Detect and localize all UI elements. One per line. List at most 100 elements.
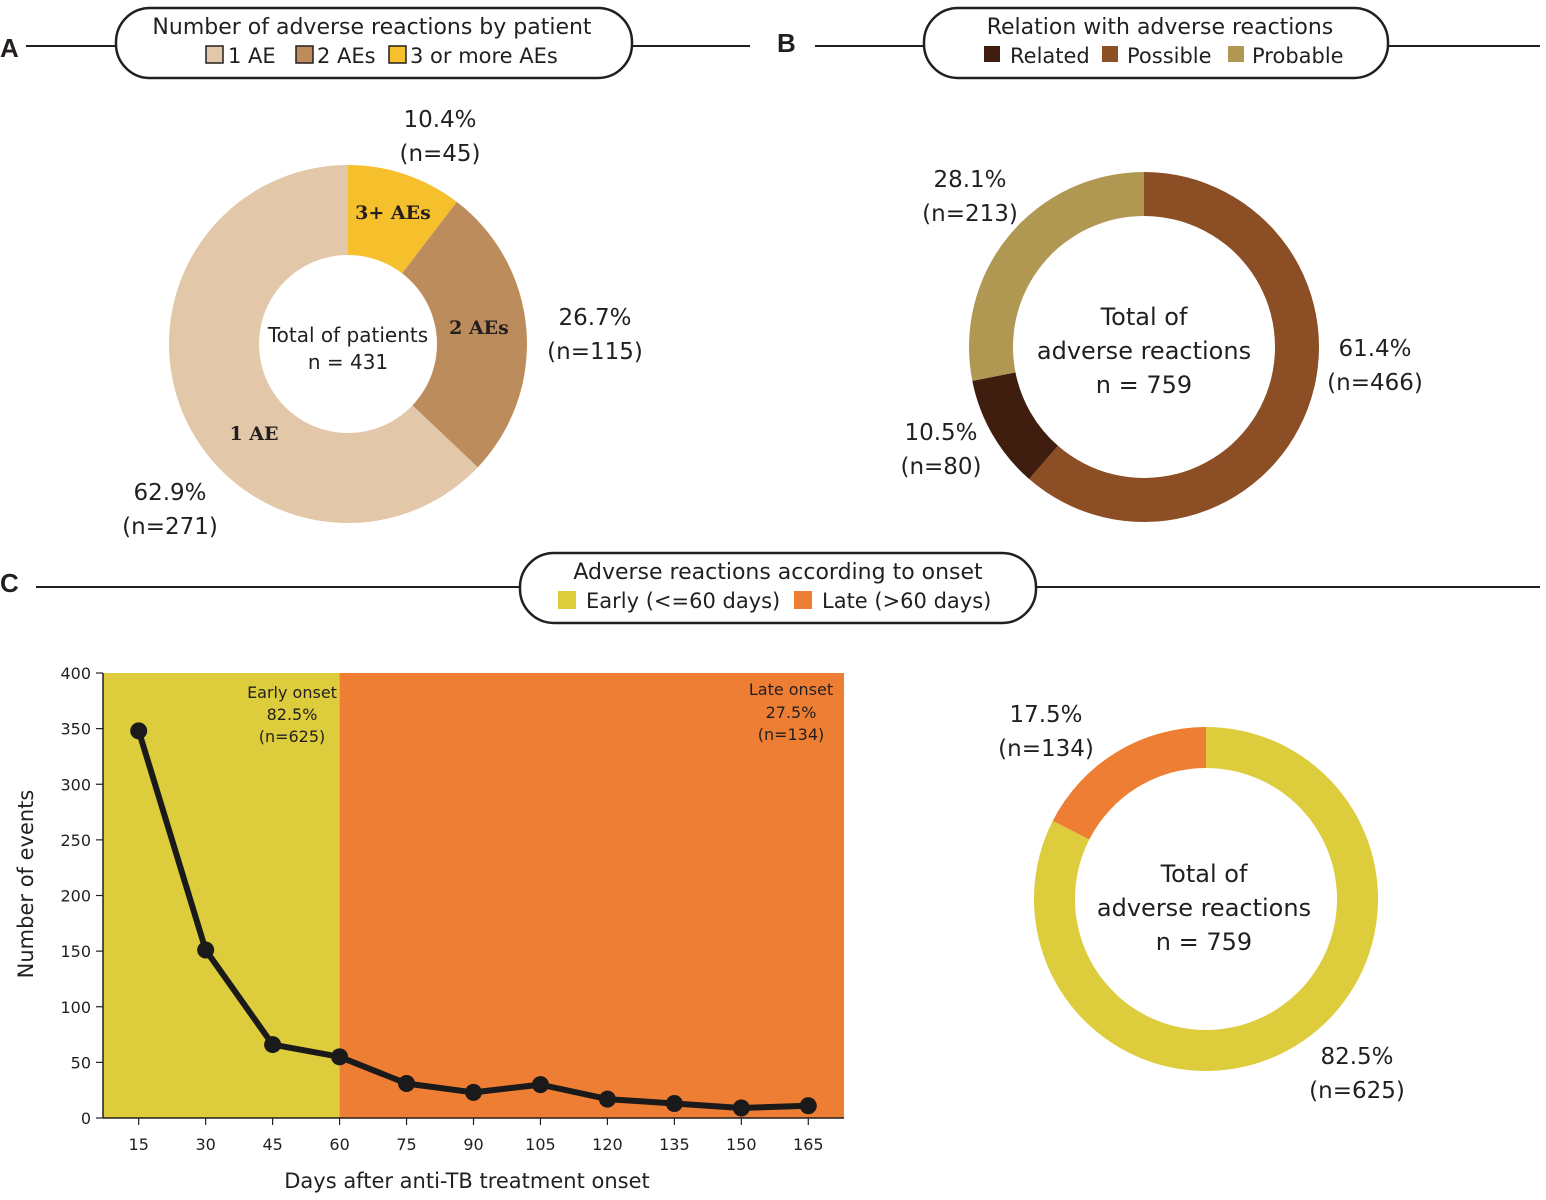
- panel-c-legend-swatch-late: [794, 591, 812, 609]
- x-tick-label: 165: [793, 1135, 824, 1154]
- early-onset-label: Early onset: [247, 683, 337, 702]
- y-tick-label: 100: [60, 998, 91, 1017]
- data-point-day-60: [331, 1048, 349, 1066]
- panel-a-n-2ae: (n=115): [547, 339, 643, 365]
- x-tick-label: 45: [262, 1135, 282, 1154]
- panel-c-donut: [1034, 727, 1378, 1071]
- panel-a-n-1ae: (n=271): [122, 514, 218, 540]
- panel-b-pct-related: 10.5%: [904, 420, 977, 446]
- late-onset-pct: 27.5%: [766, 703, 817, 722]
- events-series: [130, 722, 817, 1117]
- y-tick-label: 0: [81, 1109, 91, 1128]
- panel-a-legend-swatch-3: [388, 45, 407, 64]
- panel-a-legend-box: Number of adverse reactions by patient 1…: [114, 6, 634, 80]
- late-onset-region: [339, 673, 844, 1118]
- y-axis-title: Number of events: [14, 790, 38, 979]
- x-tick-label: 105: [525, 1135, 556, 1154]
- panel-b-slice-related: [972, 372, 1058, 479]
- data-point-day-90: [465, 1083, 482, 1101]
- data-point-day-30: [197, 941, 215, 959]
- panel-b-n-possible: (n=466): [1327, 370, 1423, 396]
- data-point-day-165: [799, 1097, 817, 1115]
- x-tick-label: 150: [726, 1135, 757, 1154]
- x-tick-label: 75: [396, 1135, 416, 1154]
- panel-c-n-late: (n=134): [998, 736, 1094, 762]
- panel-c-legend-label-late: Late (>60 days): [822, 589, 991, 613]
- panel-c-donut-group: Total of adverse reactions n = 759 17.5%…: [998, 702, 1405, 1104]
- y-tick-label: 350: [60, 720, 91, 739]
- y-tick-label: 250: [60, 831, 91, 850]
- panel-c-title: Adverse reactions according to onset: [573, 560, 983, 585]
- panel-c-legend-frame: [518, 551, 1038, 625]
- panel-b-n-related: (n=80): [900, 454, 981, 480]
- early-onset-pct: 82.5%: [267, 705, 318, 724]
- panel-c-line-chart: 0 50 100 150 200 250 300 350 400 15 30 45 60 75 90 105 1…: [14, 664, 844, 1193]
- data-point-day-150: [732, 1099, 750, 1117]
- x-tick-label: 30: [195, 1135, 215, 1154]
- panel-c-pct-early: 82.5%: [1320, 1044, 1393, 1070]
- panel-b-legend-swatch-probable: [1228, 46, 1244, 62]
- panel-c-center-line-3: n = 759: [1156, 928, 1252, 956]
- panel-b-center-line-1: Total of: [1100, 303, 1188, 331]
- chart-axes: 0 50 100 150 200 250 300 350 400 15 30 45 60 75 90 105 1…: [60, 664, 844, 1154]
- data-point-day-120: [598, 1090, 616, 1108]
- panel-b-legend-swatch-related: [984, 46, 1000, 62]
- panel-a-slice-3-aes: [348, 165, 457, 274]
- panel-a-legend-label-2: 2 AEs: [317, 44, 376, 68]
- panel-c-slice-late: [1052, 727, 1206, 840]
- panel-b-legend-frame: [922, 6, 1390, 80]
- panel-c-legend-label-early: Early (<=60 days): [586, 589, 780, 613]
- panel-a-pct-3plus: 10.4%: [403, 107, 476, 133]
- x-tick-label: 60: [329, 1135, 349, 1154]
- early-onset-n: (n=625): [259, 727, 326, 746]
- panel-c-n-early: (n=625): [1309, 1078, 1405, 1104]
- panel-a-legend-swatch-1: [205, 45, 224, 64]
- panel-c-pct-late: 17.5%: [1009, 702, 1082, 728]
- panel-a-slice-2-aes: [402, 201, 528, 468]
- panel-b-letter: B: [777, 28, 796, 58]
- panel-a-title: Number of adverse reactions by patient: [152, 15, 592, 40]
- panel-a-donut: [169, 165, 528, 523]
- late-onset-label: Late onset: [749, 680, 833, 699]
- panel-a-n-3plus: (n=45): [399, 141, 480, 167]
- panel-c-letter: C: [0, 568, 19, 598]
- panel-a-letter: A: [0, 33, 19, 63]
- data-point-day-135: [665, 1095, 683, 1113]
- onset-regions: [103, 673, 844, 1118]
- panel-b-legend-swatch-possible: [1102, 46, 1118, 62]
- panel-b-donut: [969, 172, 1320, 522]
- y-tick-label: 200: [60, 887, 91, 906]
- panel-a-center-line-1: Total of patients: [267, 323, 428, 347]
- panel-a-slice-label-2ae: 2 AEs: [449, 317, 509, 339]
- panel-a-slice-label-1ae: 1 AE: [229, 423, 278, 445]
- panel-b-center-line-3: n = 759: [1096, 371, 1192, 399]
- panel-a-legend-label-1: 1 AE: [228, 44, 276, 68]
- panel-b-center-line-2: adverse reactions: [1037, 337, 1251, 365]
- x-axis-title: Days after anti-TB treatment onset: [284, 1169, 650, 1193]
- x-tick-label: 135: [659, 1135, 690, 1154]
- panel-a-center-line-2: n = 431: [308, 350, 388, 374]
- panel-a-pct-2ae: 26.7%: [558, 305, 631, 331]
- panel-b-slice-probable: [969, 172, 1144, 381]
- panel-b-legend-box: Relation with adverse reactions Related …: [922, 6, 1390, 80]
- panel-c-center-line-1: Total of: [1160, 860, 1248, 888]
- panel-a-pct-1ae: 62.9%: [133, 480, 206, 506]
- panel-a-slice-label-3plus: 3+ AEs: [355, 202, 431, 224]
- panel-a-slice-1-ae: [169, 165, 478, 523]
- panel-c-legend-swatch-early: [558, 591, 576, 609]
- panel-b-legend-label-related: Related: [1010, 44, 1090, 68]
- panel-a-legend-swatch-2: [295, 45, 314, 64]
- x-tick-label: 15: [129, 1135, 149, 1154]
- y-tick-label: 150: [60, 942, 91, 961]
- data-point-day-15: [130, 722, 148, 740]
- late-onset-n: (n=134): [758, 725, 825, 744]
- panel-a: A Number of adverse reactions by patient…: [0, 6, 750, 540]
- panel-b-n-probable: (n=213): [922, 201, 1018, 227]
- panel-b-legend-label-probable: Probable: [1252, 44, 1344, 68]
- data-point-day-75: [398, 1075, 416, 1093]
- x-tick-label: 90: [463, 1135, 483, 1154]
- panel-a-legend-label-3: 3 or more AEs: [410, 44, 558, 68]
- panel-b-pct-probable: 28.1%: [933, 167, 1006, 193]
- y-tick-label: 300: [60, 775, 91, 794]
